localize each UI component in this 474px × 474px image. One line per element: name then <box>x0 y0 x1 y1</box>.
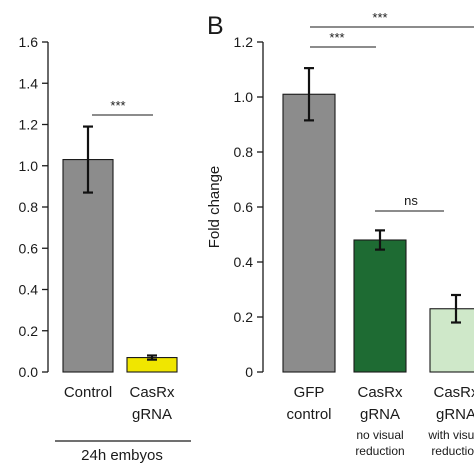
panel-a-y-tick-label: 0.8 <box>19 199 39 215</box>
panel-b-y-tick-label: 0.2 <box>234 309 254 325</box>
panel-b-panel-label: B <box>207 12 224 40</box>
panel-a-category-label: gRNA <box>132 406 172 423</box>
panel-b-significance-label: ns <box>404 193 418 208</box>
panel-b-bar-chart: B Fold change 0 0.2 0.4 0.6 0.8 1.0 1.2 GFP cont… <box>206 10 474 458</box>
panel-a-y-tick-label: 0.2 <box>19 323 39 339</box>
panel-b-category-sublabel: no visual <box>356 428 403 442</box>
panel-a-x-axis-label: 24h embyos <box>81 447 163 464</box>
panel-b-significance-label: *** <box>329 30 344 45</box>
panel-b-category-sublabel: with visual <box>427 428 474 442</box>
panel-b-bar <box>429 308 474 373</box>
panel-b-category-label: GFP <box>294 384 325 401</box>
panel-b-category-sublabel: reduction <box>355 444 404 458</box>
panel-b-category-label: CasRx <box>433 384 474 401</box>
panel-b-y-tick-label: 1.0 <box>234 89 254 105</box>
panel-b-y-tick-label: 0.6 <box>234 199 254 215</box>
panel-a-bar-chart: 24h embyos 0.0 0.2 0.4 0.6 0.8 1.0 1.2 1.4 1.6 Co… <box>19 34 191 464</box>
panel-b-category-sublabel: reduction <box>431 444 474 458</box>
panel-b-y-tick-label: 0.8 <box>234 144 254 160</box>
panel-a-y-tick-label: 0.6 <box>19 240 39 256</box>
panel-a-significance-label: *** <box>110 98 125 113</box>
panel-b-y-tick-label: 1.2 <box>234 34 254 50</box>
panel-b-bar <box>282 93 336 373</box>
panel-b-y-axis-label: Fold change <box>206 166 223 249</box>
panel-b-category-label: control <box>286 406 331 423</box>
panel-b-category-label: gRNA <box>436 406 474 423</box>
panel-a-category-label: Control <box>64 384 112 401</box>
panel-a-y-tick-label: 1.4 <box>19 75 39 91</box>
panel-a-y-tick-label: 0.0 <box>19 364 39 380</box>
panel-a-y-tick-label: 1.6 <box>19 34 39 50</box>
panel-b-bar <box>353 239 407 373</box>
panel-b-y-tick-label: 0 <box>245 364 253 380</box>
panel-a-y-tick-label: 1.0 <box>19 158 39 174</box>
panel-b-category-label: gRNA <box>360 406 400 423</box>
panel-a-y-tick-label: 1.2 <box>19 117 39 133</box>
panel-b-significance-label: *** <box>372 10 387 25</box>
panel-a-category-label: CasRx <box>129 384 175 401</box>
panel-a-y-tick-label: 0.4 <box>19 282 39 298</box>
panel-b-category-label: CasRx <box>357 384 403 401</box>
panel-b-y-tick-label: 0.4 <box>234 254 254 270</box>
